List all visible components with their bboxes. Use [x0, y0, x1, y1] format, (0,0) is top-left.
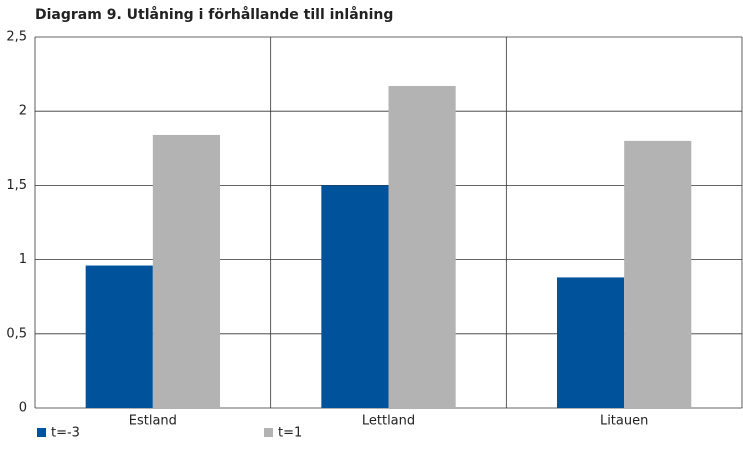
bar — [321, 185, 389, 408]
y-tick-label: 0,5 — [6, 326, 27, 341]
y-tick-label: 1,5 — [6, 178, 27, 193]
bar — [557, 277, 625, 408]
x-tick-label: Litauen — [600, 414, 648, 429]
y-tick-label: 2,5 — [6, 30, 27, 45]
bar — [624, 140, 692, 408]
legend-label: t=1 — [278, 426, 302, 441]
bar — [388, 85, 456, 409]
x-tick-label: Lettland — [362, 414, 415, 429]
y-tick-label: 0 — [19, 401, 27, 416]
bar — [85, 265, 153, 408]
y-tick-label: 2 — [19, 104, 27, 119]
legend-swatch — [264, 428, 273, 437]
y-tick-label: 1 — [19, 252, 27, 267]
bar — [152, 134, 220, 408]
legend-label: t=-3 — [51, 426, 80, 441]
chart-title: Diagram 9. Utlåning i förhållande till i… — [35, 6, 393, 23]
legend-swatch — [37, 428, 46, 437]
x-tick-label: Estland — [129, 414, 177, 429]
